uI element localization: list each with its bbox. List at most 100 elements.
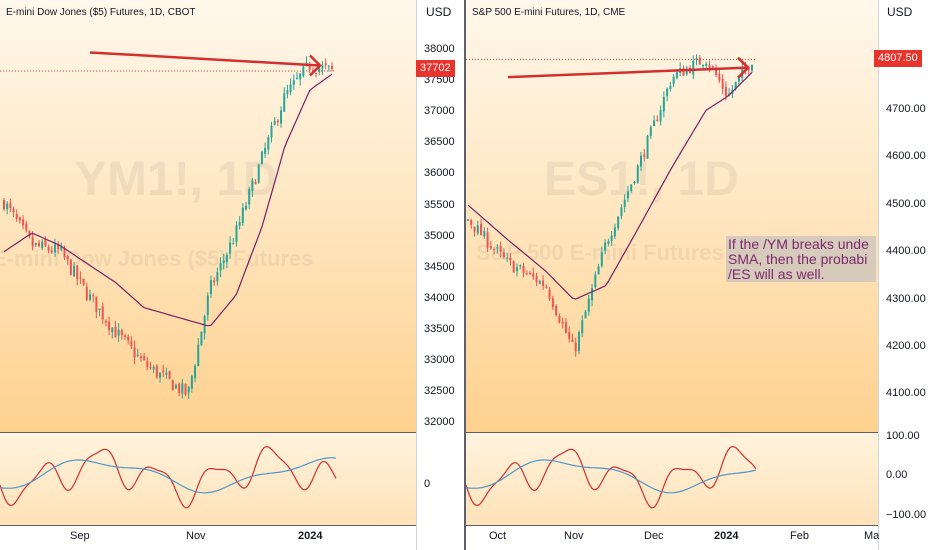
candle-body: [18, 217, 21, 221]
dow-price-tick-label: 32500: [424, 385, 455, 398]
candle-body: [194, 365, 197, 378]
candle-body: [44, 239, 47, 246]
candle-body: [594, 274, 597, 288]
sp500-indicator-tick-label: −100.00: [886, 509, 927, 521]
candle-body: [692, 60, 695, 75]
candle-body: [318, 67, 321, 72]
candle-body: [66, 255, 69, 260]
candle-body: [610, 235, 613, 242]
dow-price-tick-label: 38000: [424, 43, 455, 55]
candle-body: [577, 331, 580, 352]
candle-body: [270, 125, 273, 138]
dow-time-axis[interactable]: [0, 526, 416, 550]
candle-body: [241, 207, 244, 224]
candle-body: [57, 244, 60, 250]
sp500-price-tick-label: 4500.00: [886, 197, 926, 210]
candle-body: [515, 267, 518, 272]
candle-body: [656, 119, 659, 122]
candle-body: [308, 64, 311, 70]
candle-body: [626, 191, 629, 199]
candle-body: [734, 81, 737, 90]
candle-body: [698, 57, 701, 65]
candle-body: [295, 77, 298, 79]
candle-body: [273, 120, 276, 125]
candle-body: [708, 64, 711, 68]
sp500-time-axis[interactable]: [466, 526, 878, 550]
candle-body: [289, 84, 292, 92]
candle-body: [529, 272, 532, 274]
dow-chart-plot[interactable]: [0, 0, 416, 526]
candle-body: [669, 85, 672, 90]
candle-body: [181, 383, 184, 394]
candle-body: [171, 380, 174, 391]
sp500-price-tick-label: 4700.00: [886, 103, 926, 115]
candle-body: [489, 246, 492, 249]
candle-body: [480, 223, 483, 236]
time-axis-separator: [466, 525, 932, 526]
candle-body: [260, 151, 263, 164]
candle-body: [225, 254, 228, 263]
candle-body: [643, 154, 646, 157]
sp500-x-tick-label: 2024: [714, 530, 739, 542]
candle-body: [280, 110, 283, 124]
dow-chart-panel: YM1!, 1D E-mini Dow Jones ($5) Futures E…: [0, 0, 464, 550]
dow-price-axis[interactable]: [416, 0, 464, 550]
candle-body: [206, 295, 209, 316]
candle-body: [178, 384, 181, 394]
dow-price-tick-label: 36500: [424, 136, 455, 149]
candle-body: [675, 72, 678, 79]
dow-price-tick-label: 34500: [424, 260, 455, 273]
candle-body: [470, 219, 473, 225]
candle-body: [216, 272, 219, 282]
candle-body: [747, 67, 750, 71]
candle-body: [551, 298, 554, 308]
candle-body: [483, 231, 486, 237]
sp500-chart-plot[interactable]: [466, 0, 878, 526]
candles: [3, 56, 333, 399]
sma-line: [467, 71, 753, 300]
candle-body: [174, 384, 177, 389]
candle-body: [143, 356, 146, 360]
dow-price-tick-label: 35500: [424, 198, 455, 211]
candle-body: [499, 246, 502, 252]
candle-body: [254, 181, 257, 185]
sp500-x-tick-label: Feb: [790, 530, 809, 542]
candle-body: [737, 75, 740, 82]
sp500-chart-panel: ES1!, 1D S&P 500 E-mini Futures S&P 500 …: [466, 0, 932, 550]
panel-divider[interactable]: [464, 0, 466, 550]
candle-body: [130, 341, 133, 347]
candle-body: [22, 219, 25, 226]
pane-separator: [466, 432, 932, 433]
candle-body: [636, 165, 639, 183]
dow-x-tick-label: Nov: [186, 530, 206, 542]
sp500-x-tick-label: Dec: [644, 530, 664, 542]
candle-body: [724, 86, 727, 96]
candle-body: [3, 199, 5, 210]
dow-price-tick-label: 34000: [424, 291, 455, 304]
candle-body: [283, 93, 286, 112]
candle-body: [187, 386, 190, 393]
candle-body: [633, 181, 636, 184]
candle-body: [238, 221, 241, 226]
candle-body: [623, 199, 626, 207]
trend-arrow[interactable]: [89, 51, 321, 67]
candle-body: [162, 370, 165, 373]
candle-body: [545, 286, 548, 288]
candle-body: [108, 321, 111, 331]
dow-watermark-symbol: YM1!, 1D: [75, 153, 278, 206]
candle-body: [711, 66, 714, 68]
sp500-price-axis[interactable]: [878, 0, 932, 550]
candle-body: [705, 63, 708, 66]
annotation-line: If the /YM breaks unde: [728, 236, 869, 252]
candle-body: [222, 260, 225, 263]
candle-body: [509, 257, 512, 261]
annotation-note[interactable]: If the /YM breaks unde SMA, then the pro…: [726, 236, 876, 282]
candle-body: [331, 65, 333, 69]
candle-body: [666, 88, 669, 97]
candle-body: [512, 261, 515, 273]
trend-arrow[interactable]: [507, 66, 749, 79]
candle-body: [104, 320, 107, 323]
candle-body: [190, 376, 193, 389]
candle-body: [25, 223, 28, 231]
candle-body: [604, 242, 607, 251]
